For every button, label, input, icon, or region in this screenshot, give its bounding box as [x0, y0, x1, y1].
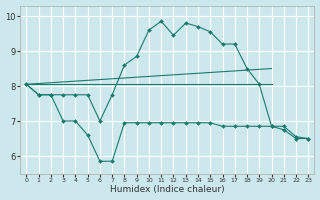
- X-axis label: Humidex (Indice chaleur): Humidex (Indice chaleur): [110, 185, 225, 194]
